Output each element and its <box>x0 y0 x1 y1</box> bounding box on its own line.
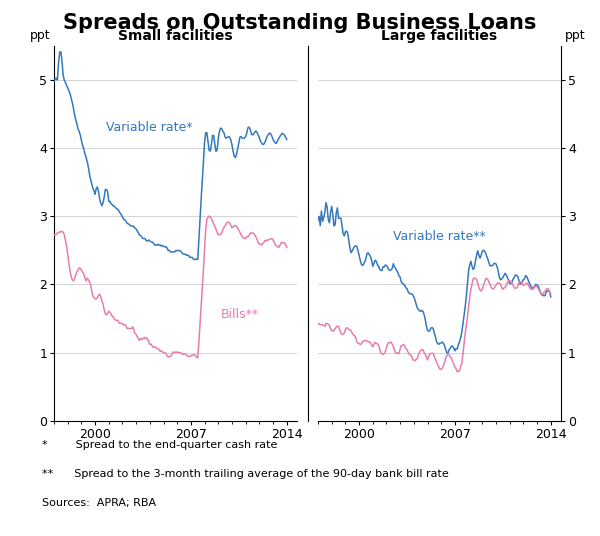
Text: Sources:  APRA; RBA: Sources: APRA; RBA <box>42 498 156 509</box>
Text: Variable rate*: Variable rate* <box>106 121 193 134</box>
Text: Spreads on Outstanding Business Loans: Spreads on Outstanding Business Loans <box>64 13 536 33</box>
Text: **      Spread to the 3-month trailing average of the 90-day bank bill rate: ** Spread to the 3-month trailing averag… <box>42 469 449 479</box>
Text: *        Spread to the end-quarter cash rate: * Spread to the end-quarter cash rate <box>42 440 277 450</box>
Title: Small facilities: Small facilities <box>118 29 233 43</box>
Title: Large facilities: Large facilities <box>382 29 497 43</box>
Text: Variable rate**: Variable rate** <box>393 230 486 243</box>
Text: ppt: ppt <box>30 29 50 42</box>
Text: Bills**: Bills** <box>221 308 259 322</box>
Text: ppt: ppt <box>565 29 586 42</box>
